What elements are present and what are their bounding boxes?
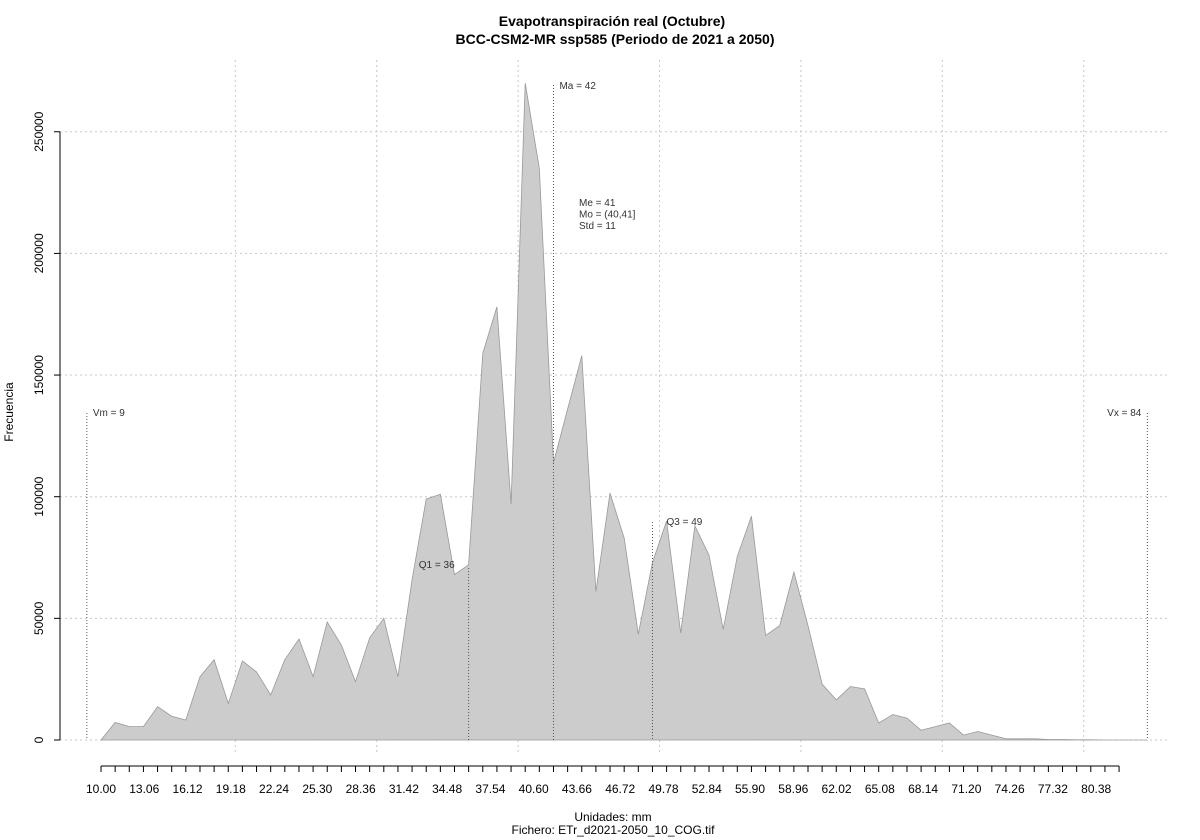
x-tick-label: 80.38 <box>1081 782 1111 796</box>
chart-title: Evapotranspiración real (Octubre) <box>499 13 725 29</box>
annotation-label: Q3 = 49 <box>666 517 702 528</box>
x-tick-label: 77.32 <box>1038 782 1068 796</box>
x-tick-label: 31.42 <box>389 782 419 796</box>
stats-line: Me = 41 <box>579 198 616 209</box>
area-layer <box>100 83 1148 741</box>
x-tick-label: 46.72 <box>605 782 635 796</box>
annotation-label: Vx = 84 <box>1107 408 1142 419</box>
x-tick-label: 40.60 <box>519 782 549 796</box>
x-tick-label: 16.12 <box>173 782 203 796</box>
y-tick-label: 150000 <box>32 355 46 395</box>
x-tick-label: 52.84 <box>692 782 722 796</box>
y-tick-label: 200000 <box>32 233 46 273</box>
x-tick-label: 25.30 <box>302 782 332 796</box>
x-tick-label: 74.26 <box>995 782 1025 796</box>
x-tick-label: 37.54 <box>475 782 505 796</box>
x-tick-label: 22.24 <box>259 782 289 796</box>
stats-line: Std = 11 <box>579 221 616 232</box>
y-axis-label: Frecuencia <box>2 382 16 442</box>
grid-layer <box>60 60 1170 753</box>
x-tick-label: 49.78 <box>648 782 678 796</box>
axis-layer: 0 50000 100000 150000 200000 250000 10.00 13.06… <box>32 111 1120 796</box>
x-tick-label: 65.08 <box>865 782 895 796</box>
x-tick-label: 13.06 <box>129 782 159 796</box>
x-tick-label: 55.90 <box>735 782 765 796</box>
chart-subtitle: BCC-CSM2-MR ssp585 (Periodo de 2021 a 20… <box>456 31 775 47</box>
x-tick-label: 10.00 <box>86 782 116 796</box>
x-tick-label: 28.36 <box>346 782 376 796</box>
annotation-label: Q1 = 36 <box>419 560 455 571</box>
x-tick-label: 19.18 <box>216 782 246 796</box>
x-tick-label: 58.96 <box>778 782 808 796</box>
y-tick-label: 100000 <box>32 476 46 516</box>
stats-line: Mo = (40,41] <box>579 210 636 221</box>
x-axis-label: Unidades: mm <box>574 810 651 824</box>
y-tick-label: 50000 <box>32 601 46 635</box>
frequency-area <box>100 83 1148 741</box>
file-caption: Fichero: ETr_d2021-2050_10_COG.tif <box>512 823 716 837</box>
x-tick-label: 34.48 <box>432 782 462 796</box>
annotation-label: Vm = 9 <box>93 408 125 419</box>
x-tick-label: 68.14 <box>908 782 938 796</box>
annotation-label: Ma = 42 <box>559 81 596 92</box>
x-tick-label: 43.66 <box>562 782 592 796</box>
y-tick-label: 250000 <box>32 111 46 151</box>
y-tick-label: 0 <box>32 736 46 743</box>
x-tick-label: 62.02 <box>822 782 852 796</box>
x-tick-label: 71.20 <box>951 782 981 796</box>
annotation-layer: Vm = 9 Q1 = 36 Ma = 42 Q3 = 49 Vx = 84 Me = 4… <box>86 81 1148 740</box>
